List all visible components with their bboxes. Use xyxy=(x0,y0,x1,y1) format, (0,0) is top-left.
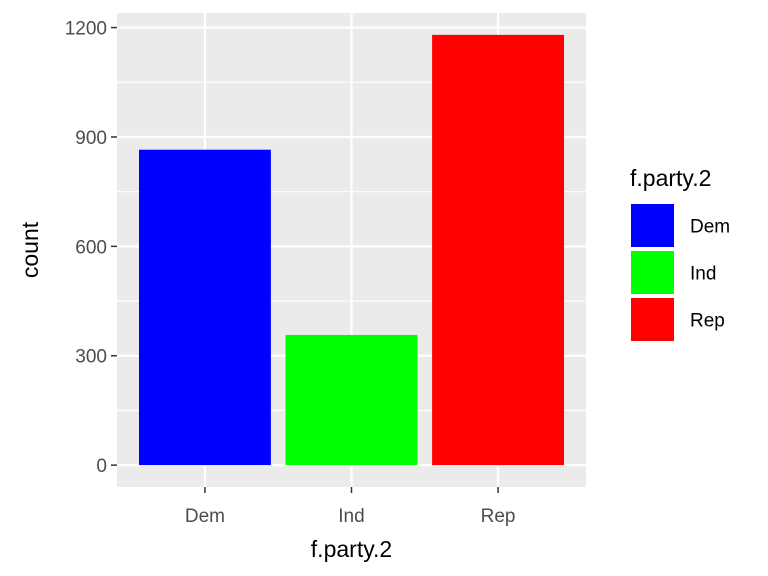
legend-title: f.party.2 xyxy=(630,165,711,191)
bar-rep xyxy=(432,34,565,466)
y-tick-label: 0 xyxy=(96,456,107,477)
legend-key-rep xyxy=(631,298,674,341)
x-tick-label: Dem xyxy=(185,506,225,527)
x-tick-label: Rep xyxy=(481,506,516,527)
bar-dem xyxy=(138,149,271,466)
legend-label: Ind xyxy=(690,264,716,285)
y-axis-title: count xyxy=(17,221,43,278)
x-axis: Dem Ind Rep xyxy=(185,487,516,527)
legend-label: Rep xyxy=(690,311,725,332)
legend-key-dem xyxy=(631,204,674,247)
y-tick-label: 1200 xyxy=(65,19,107,40)
y-tick-label: 900 xyxy=(75,128,107,149)
legend-label: Dem xyxy=(690,217,730,238)
legend-key-ind xyxy=(631,251,674,294)
y-axis: 0 300 600 900 1200 xyxy=(65,19,117,477)
y-tick-label: 600 xyxy=(75,237,107,258)
bar-ind xyxy=(285,334,418,466)
bars xyxy=(138,34,565,466)
legend: f.party.2 Dem Ind Rep xyxy=(630,165,730,341)
x-tick-label: Ind xyxy=(338,506,364,527)
y-tick-label: 300 xyxy=(75,347,107,368)
x-axis-title: f.party.2 xyxy=(311,536,392,562)
